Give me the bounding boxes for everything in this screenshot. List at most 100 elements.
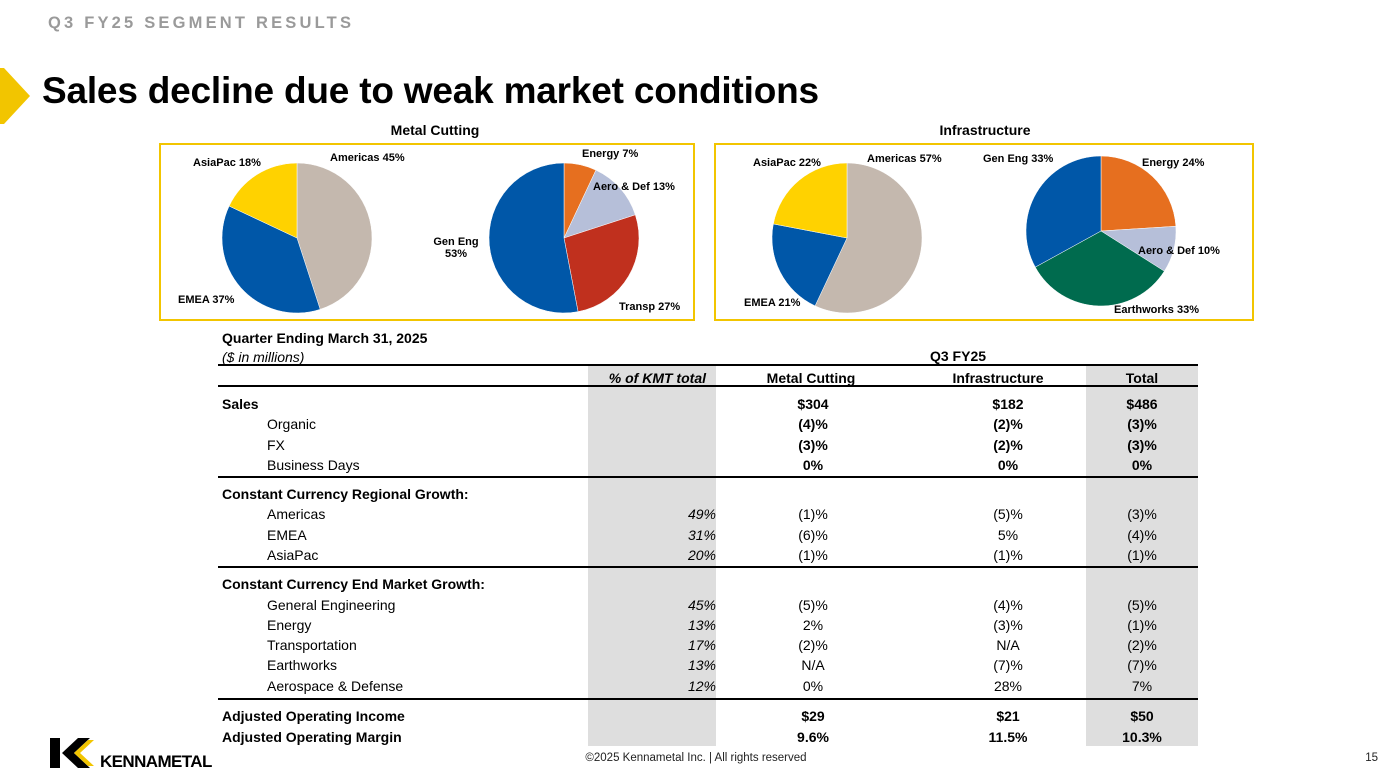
table-row: Aerospace & Defense 12% 0% 28% 7% — [218, 678, 1198, 698]
table-row: Transportation 17% (2)% N/A (2)% — [218, 637, 1198, 657]
row-total: (3)% — [1127, 437, 1157, 453]
mc-aero-label: Aero & Def 13% — [593, 181, 675, 193]
table-row: Americas 49% (1)% (5)% (3)% — [218, 506, 1198, 526]
row-total: (5)% — [1127, 597, 1157, 613]
pie-slice-asiapac — [228, 162, 298, 239]
row-label: Sales — [222, 396, 259, 412]
row-label: Adjusted Operating Margin — [222, 729, 402, 745]
row-total: (7)% — [1127, 657, 1157, 673]
row-infrastructure: (4)% — [993, 597, 1023, 613]
row-label: Adjusted Operating Income — [222, 708, 405, 724]
divider — [218, 698, 1198, 700]
inf-aero-label: Aero & Def 10% — [1138, 245, 1220, 257]
chevron-arrow-icon — [0, 68, 30, 124]
mc-geneng-label: Gen Eng 53% — [433, 236, 479, 260]
row-total: (1)% — [1127, 617, 1157, 633]
pie-slice-earthworks — [1034, 230, 1165, 307]
row-metal-cutting: $304 — [797, 396, 829, 412]
table-row: Constant Currency Regional Growth: — [218, 486, 1198, 506]
divider — [218, 364, 1198, 366]
row-infrastructure: (7)% — [993, 657, 1023, 673]
row-total: (2)% — [1127, 637, 1157, 653]
table-units: ($ in millions) — [222, 349, 305, 365]
table-row: Organic (4)% (2)% (3)% — [218, 416, 1198, 436]
table-row: Business Days 0% 0% 0% — [218, 457, 1198, 477]
row-pct: 45% — [687, 597, 716, 613]
inf-energy-label: Energy 24% — [1142, 157, 1205, 169]
row-pct: 12% — [687, 678, 716, 694]
row-infrastructure: 11.5% — [988, 729, 1028, 745]
table-caption: Quarter Ending March 31, 2025 — [222, 330, 428, 346]
row-metal-cutting: (2)% — [798, 637, 828, 653]
mc-emea-label: EMEA 37% — [178, 294, 235, 306]
logo-text: KENNAMETAL — [100, 752, 212, 770]
row-label: FX — [267, 437, 285, 453]
copyright: ©2025 Kennametal Inc. | All rights reser… — [585, 752, 807, 764]
pie-slice-transp — [563, 214, 640, 312]
total-column-bg — [1086, 366, 1198, 746]
table-row: AsiaPac 20% (1)% (1)% (1)% — [218, 547, 1198, 567]
pie-slice-emea — [771, 223, 848, 307]
row-total: $50 — [1130, 708, 1154, 724]
divider — [218, 566, 1198, 568]
metal-cutting-region-pie — [221, 162, 373, 314]
inf-americas-label: Americas 57% — [867, 153, 942, 165]
row-infrastructure: (1)% — [993, 547, 1023, 563]
pie-slice-emea — [221, 205, 321, 314]
pie-slice-gen-eng — [1025, 155, 1102, 268]
row-infrastructure: 5% — [997, 527, 1019, 543]
inf-earth-label: Earthworks 33% — [1114, 304, 1199, 316]
pie-slice-aero-def — [563, 169, 636, 239]
pie-slice-asiapac — [773, 162, 848, 239]
divider — [218, 385, 1198, 387]
pie-slice-energy — [1100, 155, 1177, 232]
row-total: 7% — [1131, 678, 1153, 694]
row-label: Business Days — [267, 457, 360, 473]
row-total: (4)% — [1127, 527, 1157, 543]
row-pct: 17% — [687, 637, 716, 653]
row-pct: 13% — [687, 617, 716, 633]
row-label: Constant Currency End Market Growth: — [222, 576, 485, 592]
row-metal-cutting: (5)% — [798, 597, 828, 613]
row-metal-cutting: (1)% — [798, 506, 828, 522]
divider — [218, 476, 1198, 478]
row-metal-cutting: 0% — [802, 457, 824, 473]
row-total: (1)% — [1127, 547, 1157, 563]
row-label: EMEA — [267, 527, 307, 543]
row-metal-cutting: 2% — [802, 617, 824, 633]
row-infrastructure: (5)% — [993, 506, 1023, 522]
page-number: 15 — [1365, 752, 1378, 764]
pie-slice-americas — [814, 162, 923, 314]
header-metal-cutting: Metal Cutting — [766, 370, 856, 386]
row-total: 0% — [1131, 457, 1153, 473]
row-pct: 31% — [687, 527, 716, 543]
table-row: Sales $304 $182 $486 — [218, 396, 1198, 416]
row-metal-cutting: 0% — [802, 678, 824, 694]
row-infrastructure: (2)% — [993, 416, 1023, 432]
row-infrastructure: 0% — [997, 457, 1019, 473]
page-title: Sales decline due to weak market conditi… — [42, 70, 819, 111]
infrastructure-region-pie — [771, 162, 923, 314]
table-row: Adjusted Operating Income $29 $21 $50 — [218, 708, 1198, 728]
row-pct: 49% — [687, 506, 716, 522]
metal-cutting-title: Metal Cutting — [390, 122, 480, 138]
pie-slice-americas — [296, 162, 373, 310]
mc-americas-label: Americas 45% — [330, 152, 405, 164]
row-label: Transportation — [267, 637, 357, 653]
row-total: 10.3% — [1122, 729, 1162, 745]
row-label: Earthworks — [267, 657, 338, 673]
metal-cutting-panel — [159, 143, 695, 321]
row-infrastructure: $21 — [996, 708, 1020, 724]
table-row: Energy 13% 2% (3)% (1)% — [218, 617, 1198, 637]
inf-asiapac-label: AsiaPac 22% — [753, 157, 821, 169]
kennametal-logo: KENNAMETAL — [50, 738, 213, 770]
row-label: Constant Currency Regional Growth: — [222, 486, 469, 502]
table-row: EMEA 31% (6)% 5% (4)% — [218, 527, 1198, 547]
header-pct: % of KMT total — [608, 370, 706, 386]
row-metal-cutting: (3)% — [798, 437, 828, 453]
infrastructure-panel — [714, 143, 1254, 321]
header-total: Total — [1125, 370, 1159, 386]
row-metal-cutting: $29 — [801, 708, 825, 724]
table-row: Adjusted Operating Margin 9.6% 11.5% 10.3% — [218, 729, 1198, 749]
mc-energy-label: Energy 7% — [582, 148, 639, 160]
